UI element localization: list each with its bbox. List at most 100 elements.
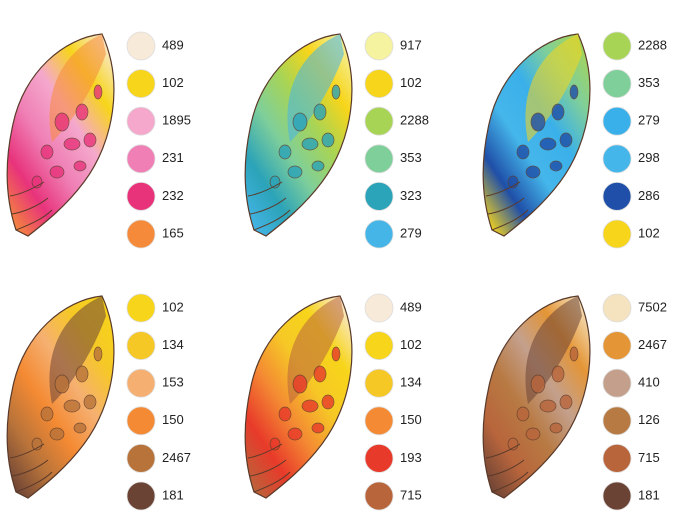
color-code: 1895 (162, 113, 191, 128)
shell-spot (313, 103, 327, 121)
color-code: 279 (400, 225, 422, 240)
shell-spot (331, 84, 341, 100)
color-code: 286 (638, 188, 660, 203)
color-code: 917 (400, 37, 422, 52)
color-code: 323 (400, 188, 422, 203)
shell-spot (73, 422, 87, 434)
color-code: 193 (400, 450, 422, 465)
color-code: 181 (162, 487, 184, 502)
color-swatch (602, 331, 632, 361)
shell-spiral (9, 443, 53, 493)
color-code: 102 (162, 299, 184, 314)
color-code: 165 (162, 225, 184, 240)
color-swatch (364, 31, 394, 61)
shell (6, 295, 115, 499)
color-swatch (364, 219, 394, 249)
shell (482, 295, 591, 499)
color-code: 102 (638, 225, 660, 240)
shell-spot (313, 365, 327, 383)
shell-spot (93, 346, 103, 362)
shell-spot (40, 144, 54, 160)
color-swatch (602, 181, 632, 211)
color-swatch (364, 144, 394, 174)
color-swatch (602, 293, 632, 323)
shell-spot (559, 394, 573, 410)
shell-spiral (485, 181, 529, 231)
color-swatch (126, 144, 156, 174)
color-code: 7502 (638, 299, 667, 314)
color-code: 126 (638, 412, 660, 427)
color-swatch (364, 368, 394, 398)
shell-spot (311, 422, 325, 434)
color-swatch (602, 69, 632, 98)
shell-spot (83, 132, 97, 148)
color-code: 2467 (162, 450, 191, 465)
shell (6, 33, 115, 237)
color-swatch (602, 144, 632, 174)
color-swatch (126, 293, 156, 323)
color-swatch (364, 443, 394, 473)
shell-spot (75, 365, 89, 383)
shell-spot (287, 427, 303, 441)
color-code: 2467 (638, 337, 667, 352)
color-swatch (364, 331, 394, 361)
shell-spot (75, 103, 89, 121)
color-code: 2288 (638, 37, 667, 52)
shell-spot (551, 103, 565, 121)
color-code: 153 (162, 375, 184, 390)
color-swatch (126, 219, 156, 249)
shell-spot (93, 84, 103, 100)
shell-spot (321, 132, 335, 148)
shell-spot (525, 427, 541, 441)
shell-spot (321, 394, 335, 410)
color-code: 410 (638, 375, 660, 390)
color-code: 181 (638, 487, 660, 502)
color-swatch (602, 443, 632, 473)
color-swatch (602, 406, 632, 436)
color-code: 232 (162, 188, 184, 203)
shell-spot (292, 112, 308, 132)
shell (244, 295, 353, 499)
shell-spot (530, 112, 546, 132)
color-code: 102 (400, 75, 422, 90)
color-swatch (126, 31, 156, 61)
shell-spiral (9, 181, 53, 231)
color-code: 489 (162, 37, 184, 52)
shell-spot (569, 346, 579, 362)
color-code: 715 (400, 487, 422, 502)
color-swatch (602, 219, 632, 249)
shell-spiral (247, 181, 291, 231)
shell-spot (40, 406, 54, 422)
color-swatch (126, 181, 156, 211)
shell-spot (551, 365, 565, 383)
shell-spot (549, 422, 563, 434)
color-swatch (602, 106, 632, 136)
color-code: 102 (162, 75, 184, 90)
color-swatch (126, 331, 156, 361)
shell-spot (516, 144, 530, 160)
shell-spot (278, 144, 292, 160)
shell-spot (569, 84, 579, 100)
shell-spot (516, 406, 530, 422)
color-code: 279 (638, 113, 660, 128)
color-code: 298 (638, 150, 660, 165)
shell-spiral (247, 443, 291, 493)
shell-spot (54, 374, 70, 394)
color-code: 150 (162, 412, 184, 427)
color-swatch (126, 481, 156, 511)
color-code: 231 (162, 150, 184, 165)
color-swatch (364, 293, 394, 323)
shell-spot (83, 394, 97, 410)
shell-spot (301, 137, 319, 151)
color-code: 353 (638, 75, 660, 90)
color-code: 489 (400, 299, 422, 314)
shell (244, 33, 353, 237)
color-code: 2288 (400, 113, 429, 128)
shell-spot (301, 399, 319, 413)
color-code: 150 (400, 412, 422, 427)
shell-spot (539, 137, 557, 151)
shell (482, 33, 591, 237)
color-swatch (602, 31, 632, 61)
color-code: 102 (400, 337, 422, 352)
color-swatch (364, 406, 394, 436)
